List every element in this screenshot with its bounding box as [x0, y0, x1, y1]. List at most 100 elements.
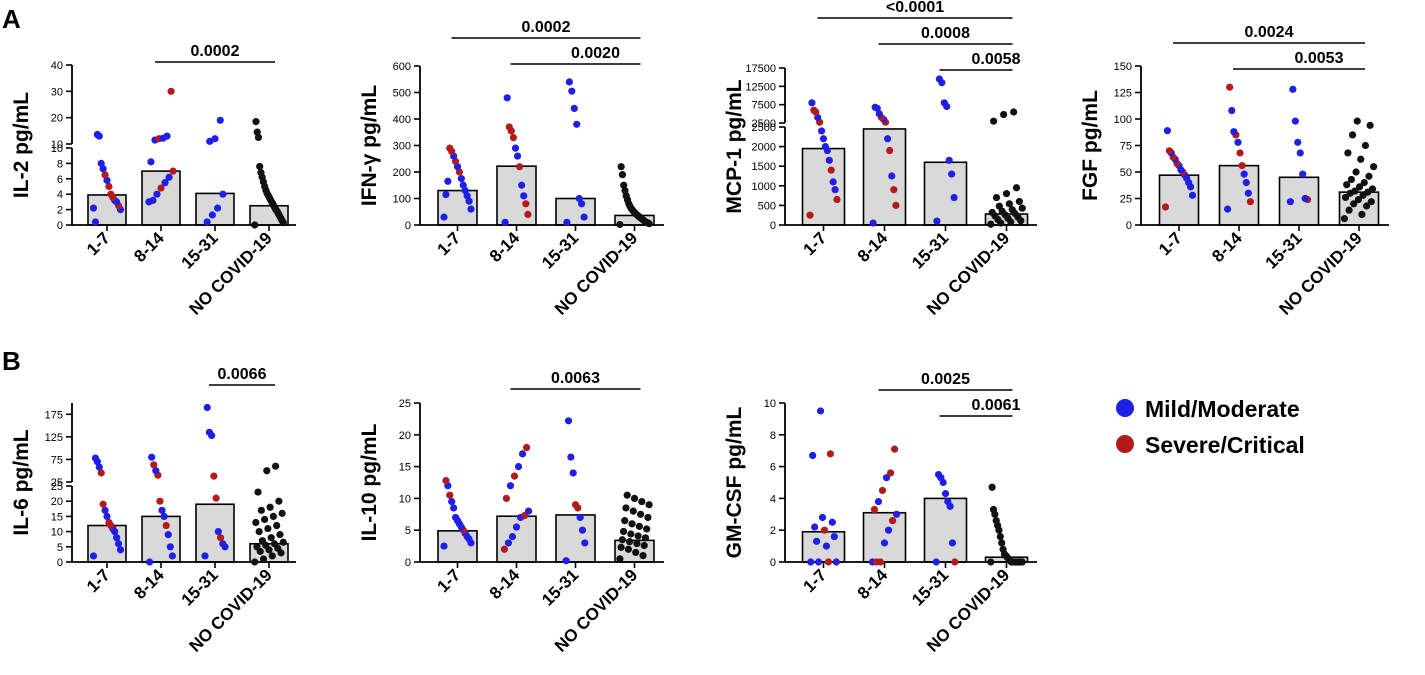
point-gmcsf-1-5	[888, 517, 897, 525]
point-il10-1-0	[500, 545, 508, 553]
point-il6-2-3	[216, 534, 225, 542]
ytick-label-il6: 125	[45, 432, 63, 444]
point-ifng-1-0	[501, 218, 509, 226]
point-gmcsf-0-7	[820, 526, 829, 534]
point-il10-3-7	[626, 538, 634, 546]
point-ifng-1-6	[513, 152, 522, 160]
point-fgf-2-7	[1289, 85, 1297, 93]
point-il10-3-23	[630, 494, 639, 502]
point-gmcsf-0-4	[822, 542, 831, 550]
point-il6-0-1	[116, 546, 125, 554]
ytick-label-il2: 6	[57, 174, 63, 186]
point-gmcsf-1-4	[884, 526, 893, 534]
point-il6-2-6	[210, 472, 218, 480]
ytick-label-fgf: 125	[1114, 88, 1132, 100]
point-mcp1-0-11	[814, 113, 822, 122]
bar-il2-1	[141, 170, 181, 226]
point-ifng-0-1	[467, 205, 475, 213]
ytick-label-il2: 8	[57, 158, 63, 170]
ytick-label-gmcsf: 4	[770, 493, 776, 505]
bracket-label-mcp1-0: 0.0058	[972, 51, 1021, 68]
point-il10-3-5	[640, 541, 648, 550]
ytick-label-mcp1: 2500	[752, 122, 776, 134]
point-il2-3-22	[253, 128, 261, 136]
point-il2-0-7	[105, 182, 113, 191]
point-gmcsf-2-1	[951, 558, 959, 566]
point-gmcsf-1-12	[890, 445, 899, 453]
point-gmcsf-3-16	[998, 539, 1006, 547]
ytick-label-fgf: 75	[1120, 141, 1132, 153]
point-il10-1-12	[522, 443, 531, 452]
point-ifng-3-21	[620, 181, 628, 189]
legend-severe-marker	[1116, 435, 1134, 453]
bracket-label-gmcsf-1: 0.0025	[921, 371, 970, 388]
point-mcp1-0-13	[810, 106, 818, 114]
point-il6-0-12	[95, 463, 103, 471]
point-mcp1-3-18	[1002, 190, 1011, 198]
point-ifng-2-4	[573, 120, 581, 128]
point-mcp1-3-14	[995, 202, 1003, 210]
point-il6-0-11	[97, 469, 105, 477]
ytick-label-il6: 0	[57, 557, 63, 569]
point-gmcsf-0-0	[807, 558, 815, 566]
point-il2-1-2	[153, 190, 161, 198]
point-gmcsf-1-6	[893, 510, 901, 518]
point-il10-3-16	[621, 517, 629, 525]
ytick-label-mcp1: 0	[770, 220, 776, 232]
xtick-label-gmcsf: 8-14	[854, 565, 892, 603]
xtick-label-gmcsf: 15-31	[908, 565, 952, 609]
point-fgf-3-14	[1343, 181, 1351, 189]
xtick-label-il2: 8-14	[130, 228, 168, 266]
point-il2-2-3	[219, 190, 227, 198]
bar-gmcsf-2	[923, 497, 968, 563]
point-fgf-0-0	[1161, 203, 1170, 211]
point-il10-0-10	[450, 504, 458, 512]
point-gmcsf-1-2	[876, 558, 885, 566]
ylabel-gmcsf: GM-CSF pg/mL	[723, 407, 746, 559]
point-fgf-3-11	[1351, 187, 1359, 195]
point-mcp1-0-5	[825, 156, 833, 164]
point-ifng-1-7	[511, 144, 520, 152]
point-mcp1-1-9	[875, 110, 883, 118]
legend-mild-marker	[1116, 399, 1134, 417]
point-ifng-0-14	[442, 190, 450, 199]
point-mcp1-2-2	[948, 170, 956, 178]
point-fgf-3-6	[1354, 195, 1363, 204]
bar-mcp1-2	[923, 161, 968, 226]
xtick-label-il10: 1-7	[434, 565, 465, 596]
point-il6-3-20	[278, 509, 286, 517]
point-fgf-2-4	[1296, 149, 1304, 157]
legend-mild-label: Mild/Moderate	[1145, 396, 1300, 422]
point-il10-3-13	[643, 525, 651, 533]
ytick-label-ifng: 0	[405, 220, 411, 232]
point-fgf-0-13	[1165, 147, 1173, 155]
point-il2-3-23	[252, 118, 260, 126]
point-il6-1-2	[166, 543, 174, 551]
point-fgf-1-2	[1244, 189, 1252, 197]
point-ifng-1-3	[520, 192, 528, 200]
point-gmcsf-1-7	[870, 505, 879, 514]
point-il10-3-11	[627, 530, 635, 538]
point-fgf-3-22	[1361, 141, 1370, 150]
point-il6-3-23	[275, 497, 283, 505]
point-ifng-0-0	[440, 213, 448, 221]
point-il10-3-1	[639, 552, 647, 560]
point-mcp1-2-5	[940, 99, 948, 107]
ytick-label-fgf: 0	[1126, 220, 1132, 232]
point-il6-1-7	[156, 497, 164, 505]
point-mcp1-1-4	[886, 146, 894, 155]
point-ifng-1-2	[522, 200, 530, 208]
point-il2-1-11	[163, 132, 171, 140]
point-fgf-3-25	[1353, 117, 1361, 125]
point-gmcsf-3-20	[992, 517, 1000, 525]
ytick-label-gmcsf: 10	[764, 398, 776, 410]
point-il10-3-8	[618, 536, 626, 544]
ytick-label-fgf: 100	[1114, 114, 1132, 126]
point-il2-1-3	[157, 184, 165, 192]
point-il6-0-10	[99, 500, 107, 508]
point-il6-3-24	[254, 488, 262, 496]
point-il6-3-18	[261, 515, 269, 524]
